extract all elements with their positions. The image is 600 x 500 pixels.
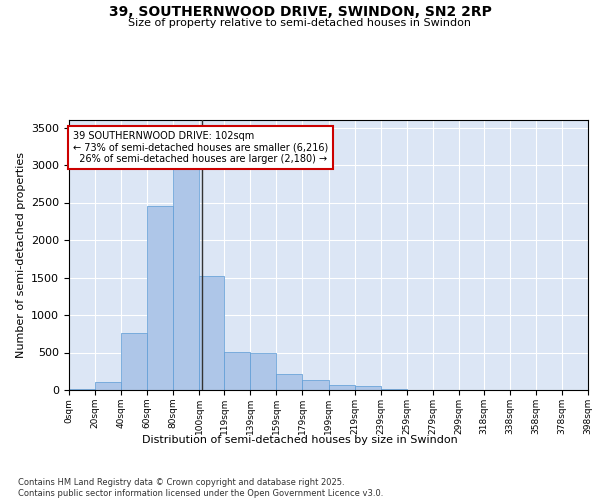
Bar	[250, 352, 277, 390]
Text: Size of property relative to semi-detached houses in Swindon: Size of property relative to semi-detach…	[128, 18, 472, 28]
Bar	[329, 385, 355, 390]
Bar	[302, 380, 329, 390]
Bar	[355, 386, 380, 390]
Bar	[224, 352, 250, 390]
Y-axis label: Number of semi-detached properties: Number of semi-detached properties	[16, 152, 26, 358]
Text: 39 SOUTHERNWOOD DRIVE: 102sqm
← 73% of semi-detached houses are smaller (6,216)
: 39 SOUTHERNWOOD DRIVE: 102sqm ← 73% of s…	[73, 131, 328, 164]
Bar	[69, 388, 95, 390]
Bar	[277, 374, 302, 390]
Bar	[147, 206, 173, 390]
Bar	[121, 333, 147, 390]
Text: Distribution of semi-detached houses by size in Swindon: Distribution of semi-detached houses by …	[142, 435, 458, 445]
Bar	[95, 382, 121, 390]
Text: 39, SOUTHERNWOOD DRIVE, SWINDON, SN2 2RP: 39, SOUTHERNWOOD DRIVE, SWINDON, SN2 2RP	[109, 5, 491, 19]
Bar	[199, 276, 224, 390]
Bar	[380, 388, 407, 390]
Bar	[173, 144, 199, 390]
Text: Contains HM Land Registry data © Crown copyright and database right 2025.
Contai: Contains HM Land Registry data © Crown c…	[18, 478, 383, 498]
